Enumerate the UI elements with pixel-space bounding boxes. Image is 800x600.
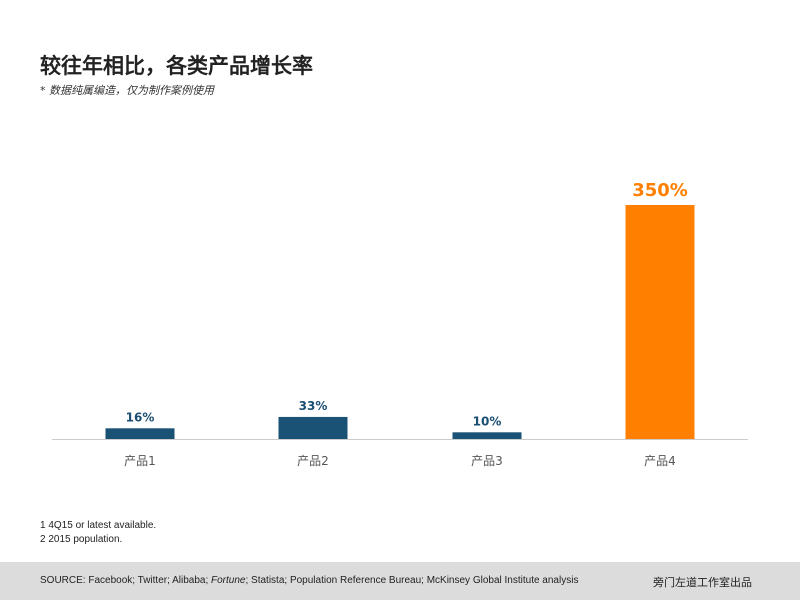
source-text: SOURCE: Facebook; Twitter; Alibaba; Fort… (40, 575, 578, 586)
bar-1 (105, 428, 175, 439)
footnotes: 1 4Q15 or latest available. 2 2015 popul… (40, 519, 156, 547)
footnote-2: 2 2015 population. (40, 534, 123, 545)
data-label-2: 33% (299, 399, 328, 413)
footnote-1: 1 4Q15 or latest available. (40, 520, 157, 531)
page-subtitle: * 数据纯属编造，仅为制作案例使用 (40, 84, 214, 97)
bar-3 (452, 432, 522, 439)
data-label-1: 16% (126, 410, 155, 424)
x-tick-label-1: 产品1 (124, 454, 156, 468)
bar-4 (625, 205, 695, 439)
x-tick-label-4: 产品4 (644, 454, 676, 468)
x-tick-label-2: 产品2 (297, 454, 329, 468)
source-suffix: ; Statista; Population Reference Bureau;… (245, 575, 579, 586)
page-title: 较往年相比，各类产品增长率 (40, 54, 313, 78)
bar-2 (278, 416, 348, 439)
x-tick-label-3: 产品3 (471, 454, 503, 468)
studio-credit: 旁门左道工作室出品 (653, 576, 752, 589)
data-label-3: 10% (473, 414, 502, 428)
bar-chart: 16% 产品1 33% 产品2 10% 产品3 350% 产品4 (52, 180, 748, 468)
data-label-4: 350% (632, 180, 688, 201)
source-italic: Fortune (211, 575, 246, 586)
source-prefix: SOURCE: Facebook; Twitter; Alibaba; (40, 575, 212, 586)
footer-bar: SOURCE: Facebook; Twitter; Alibaba; Fort… (0, 562, 800, 600)
